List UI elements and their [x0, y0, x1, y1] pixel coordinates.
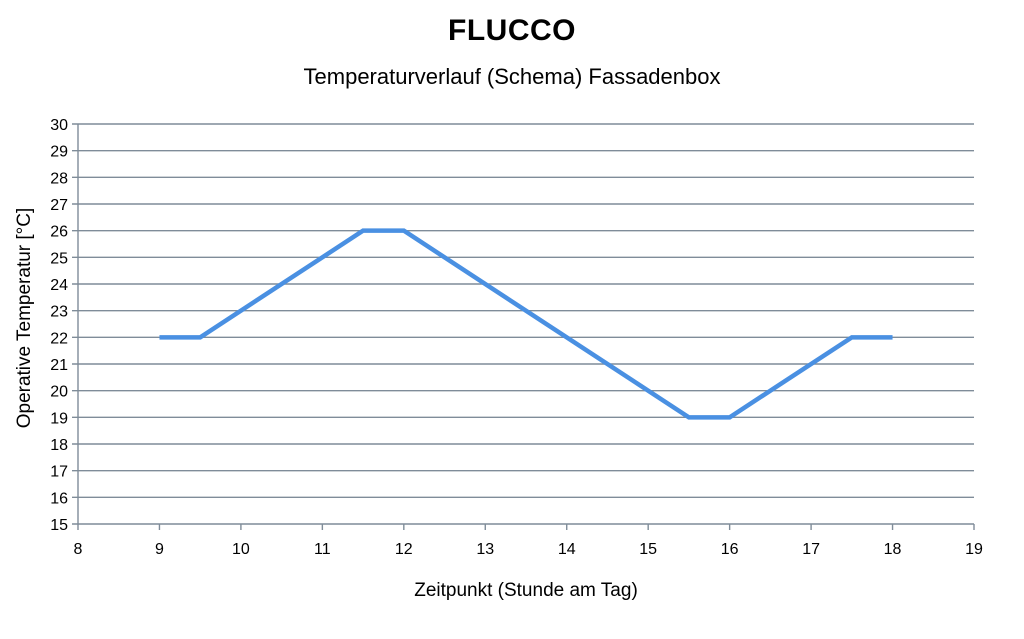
- y-axis-title: Operative Temperatur [°C]: [14, 208, 35, 429]
- x-tick-label: 14: [558, 541, 576, 558]
- y-tick-label: 21: [50, 357, 68, 374]
- y-tick-label: 23: [50, 304, 68, 321]
- series-group: [159, 228, 893, 420]
- y-tick-label: 27: [50, 197, 68, 214]
- x-tick-label: 15: [639, 541, 657, 558]
- x-tick-label: 9: [155, 541, 164, 558]
- x-axis-title: Zeitpunkt (Stunde am Tag): [414, 580, 638, 601]
- x-tick-label: 11: [314, 541, 331, 558]
- x-tick-label: 13: [476, 541, 494, 558]
- y-tick-label: 22: [50, 330, 68, 347]
- y-tick-label: 24: [50, 277, 68, 294]
- chart-title: FLUCCO: [448, 14, 576, 47]
- x-tick-label: 16: [721, 541, 739, 558]
- y-tick-label: 28: [50, 170, 68, 187]
- x-tick-label: 12: [395, 541, 413, 558]
- y-tick-label: 25: [50, 250, 68, 267]
- y-tick-label: 26: [50, 224, 68, 241]
- y-tick-label: 19: [50, 410, 68, 427]
- y-axis-ticks: 15 16 17 18 19 20 21 22 23 24 25 26 27 28 29 30: [50, 117, 68, 534]
- y-tick-label: 30: [50, 117, 68, 134]
- x-tick-label: 18: [884, 541, 902, 558]
- y-tick-label: 15: [50, 517, 68, 534]
- x-tick-label: 10: [232, 541, 250, 558]
- x-axis-ticks: 8 9 10 11 12 13 14 15 16 17 18 19: [74, 524, 983, 558]
- series-line: [159, 228, 893, 420]
- y-tick-label: 29: [50, 144, 68, 161]
- y-tick-label: 18: [50, 437, 68, 454]
- grid-lines: [72, 123, 974, 525]
- y-tick-label: 17: [50, 464, 68, 481]
- x-tick-label: 8: [74, 541, 83, 558]
- x-tick-label: 17: [802, 541, 820, 558]
- chart-subtitle: Temperaturverlauf (Schema) Fassadenbox: [303, 64, 721, 89]
- x-tick-label: 19: [965, 541, 983, 558]
- y-tick-label: 20: [50, 384, 68, 401]
- y-tick-label: 16: [50, 490, 68, 507]
